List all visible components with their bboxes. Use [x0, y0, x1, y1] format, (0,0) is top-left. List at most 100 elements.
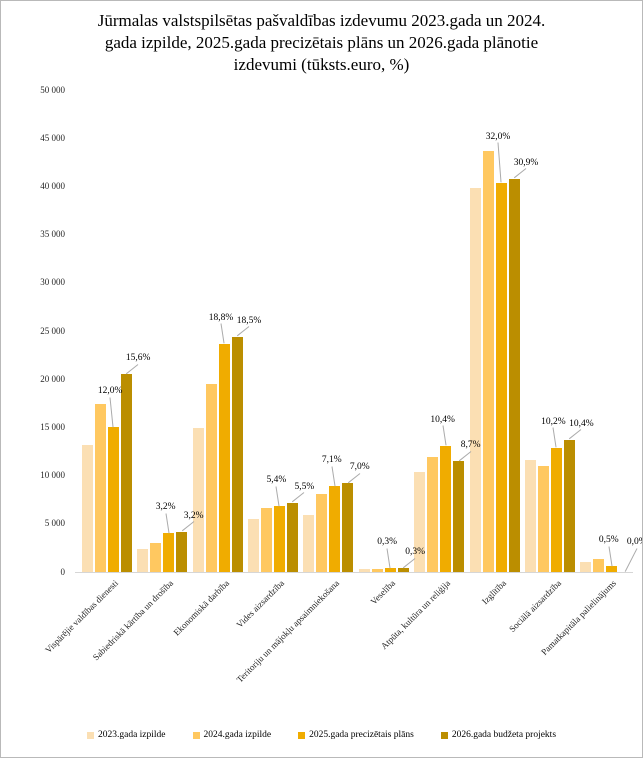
bar: [414, 471, 426, 572]
y-tick-label: 15 000: [40, 421, 65, 432]
leader-line: [165, 513, 170, 534]
data-label: 32,0%: [485, 131, 511, 142]
data-label: 3,2%: [183, 510, 204, 521]
bar: [537, 465, 549, 572]
bar: [273, 506, 285, 572]
bar: [205, 384, 217, 572]
chart-title-line-3: izdevumi (tūksts.euro, %): [233, 55, 410, 74]
leader-line: [624, 547, 638, 572]
bar: [593, 558, 605, 572]
bar: [231, 336, 243, 572]
bar: [371, 569, 383, 572]
y-tick-label: 20 000: [40, 373, 65, 384]
bar: [440, 445, 452, 572]
leader-line: [386, 548, 391, 568]
y-tick-label: 35 000: [40, 229, 65, 240]
data-label: 10,4%: [430, 414, 455, 425]
legend-swatch: [440, 731, 448, 739]
data-label: 8,7%: [460, 440, 481, 451]
bar: [218, 343, 230, 572]
bar: [81, 444, 93, 572]
chart-title-line-2: gada izpilde, 2025.gada precizētais plān…: [104, 33, 539, 52]
y-tick-label: 40 000: [40, 180, 65, 191]
bar: [524, 460, 536, 572]
data-label: 10,2%: [541, 416, 566, 427]
legend-label: 2026.gada budžeta projekts: [451, 730, 557, 740]
bar: [580, 562, 592, 572]
data-label: 3,2%: [155, 502, 176, 513]
legend-item: 2023.gada izpilde: [86, 730, 166, 740]
chart-title-line-1: Jūrmalas valstspilsētas pašvaldības izde…: [97, 11, 546, 30]
legend-label: 2025.gada precizētais plāns: [309, 730, 414, 740]
bar: [260, 508, 272, 572]
y-tick-label: 25 000: [40, 325, 65, 336]
legend-label: 2024.gada izpilde: [203, 730, 272, 740]
bar: [469, 188, 481, 572]
bar: [397, 568, 409, 572]
y-tick-label: 30 000: [40, 277, 65, 288]
bar: [247, 518, 259, 572]
legend-swatch: [298, 731, 306, 739]
y-tick-label: 0: [60, 566, 66, 577]
leader-line: [497, 142, 502, 183]
bar: [358, 569, 370, 572]
legend-swatch: [86, 731, 94, 739]
data-label: 0,5%: [598, 535, 619, 546]
bar: [150, 543, 162, 572]
bar: [427, 457, 439, 572]
bar: [316, 493, 328, 572]
x-axis-line: [75, 572, 633, 573]
leader-line: [347, 472, 361, 484]
bar: [329, 486, 341, 572]
data-label: 5,4%: [266, 475, 287, 486]
leader-line: [608, 546, 613, 566]
leader-line: [513, 168, 527, 179]
legend-item: 2026.gada budžeta projekts: [440, 730, 557, 740]
bar: [550, 447, 562, 572]
y-tick-label: 50 000: [40, 84, 65, 95]
legend: 2023.gada izpilde 2024.gada izpilde 2025.g…: [1, 725, 642, 745]
data-label: 18,8%: [208, 312, 234, 323]
legend-item: 2025.gada precizētais plāns: [298, 730, 414, 740]
y-tick-label: 10 000: [40, 470, 65, 481]
bar: [286, 502, 298, 572]
bar: [453, 461, 465, 572]
data-label: 0,3%: [405, 547, 426, 558]
leader-line: [275, 486, 280, 507]
chart-title: Jūrmalas valstspilsētas pašvaldības izde…: [1, 10, 642, 76]
bar: [137, 548, 149, 572]
data-label: 30,9%: [513, 157, 539, 168]
leader-line: [331, 466, 336, 486]
leader-line: [109, 397, 114, 427]
data-label: 12,0%: [97, 386, 123, 397]
legend-item: 2024.gada izpilde: [192, 730, 272, 740]
bar: [176, 531, 188, 572]
leader-line: [125, 363, 139, 375]
data-label: 10,4%: [569, 418, 594, 429]
data-label: 18,5%: [236, 315, 262, 326]
legend-label: 2023.gada izpilde: [97, 730, 166, 740]
bar: [342, 483, 354, 572]
leader-line: [220, 323, 225, 344]
leader-line: [552, 427, 557, 448]
bar: [120, 374, 132, 572]
bar: [94, 404, 106, 572]
y-tick-label: 45 000: [40, 132, 65, 143]
data-label: 7,1%: [321, 455, 342, 466]
bar: [384, 568, 396, 572]
bar: [563, 439, 575, 572]
bar: [482, 150, 494, 572]
leader-line: [442, 425, 447, 446]
bar: [192, 428, 204, 572]
bar: [495, 182, 507, 572]
leader-line: [236, 326, 250, 337]
bar: [606, 566, 618, 572]
bar: [303, 515, 315, 572]
data-label: 0,3%: [377, 537, 398, 548]
legend-swatch: [192, 731, 200, 739]
data-label: 7,0%: [349, 462, 370, 473]
leader-line: [569, 429, 582, 440]
leader-line: [292, 492, 305, 503]
